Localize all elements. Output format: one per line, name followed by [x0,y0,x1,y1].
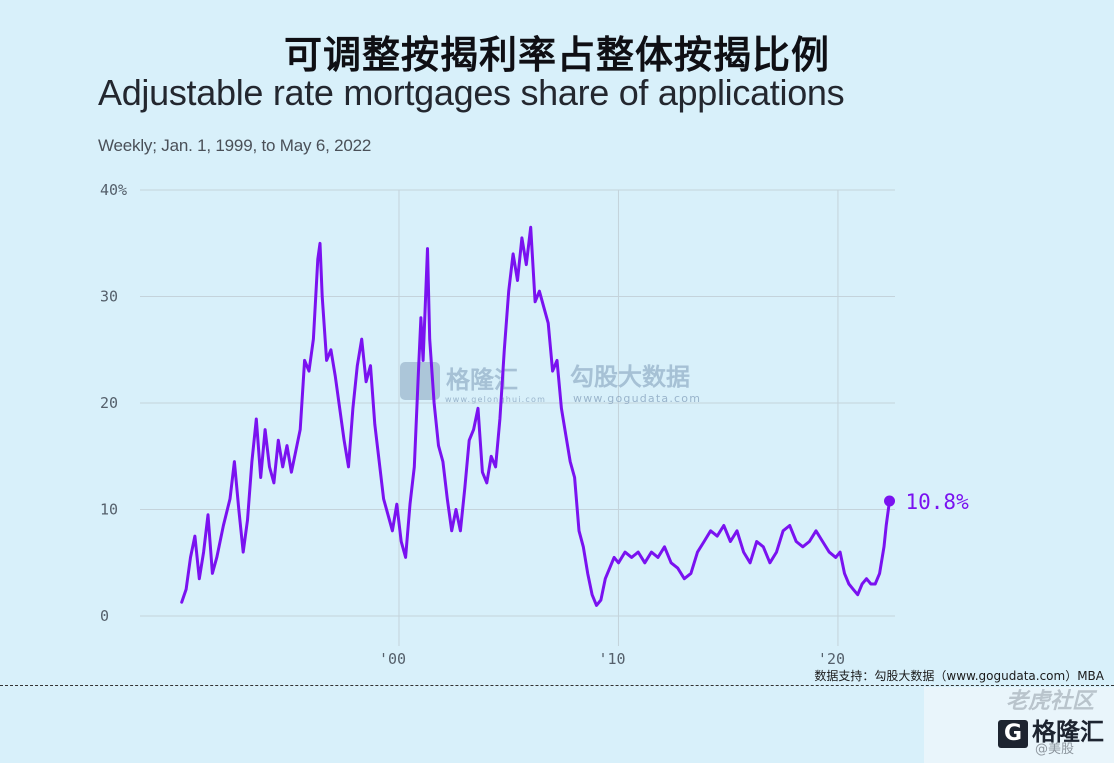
y-gridlines [140,189,895,617]
end-value-label: 10.8% [906,490,970,514]
x-tick-label: '00 [379,650,406,668]
x-gridlines [398,190,839,646]
watermark-name: 格隆汇 [446,366,518,394]
x-tick-label: '10 [598,650,625,668]
y-tick-label: 10 [100,501,118,519]
watermark-name-2: 勾股大数据 [570,363,690,391]
end-point-marker [884,495,896,507]
watermark-logo-icon [400,362,440,400]
series-line [180,225,891,607]
author-handle: @美股 [1034,742,1074,757]
y-tick-label: 40% [100,181,127,199]
community-watermark: 老虎社区 [1005,689,1094,714]
x-tick-label: '20 [818,650,845,668]
brand-logo-text: 格隆汇 [1032,718,1104,746]
chart-title: Adjustable rate mortgages share of appli… [98,72,845,113]
divider [0,685,1114,686]
watermark: 格隆汇 www.gelonghui.com 勾股大数据 www.gogudata… [400,362,701,405]
source-note: 数据支持：勾股大数据（www.gogudata.com）MBA [814,669,1104,683]
x-axis-labels: '00 '10 '20 [379,650,845,668]
y-tick-label: 20 [100,394,118,412]
y-tick-label: 0 [100,607,109,625]
chart-area: 0 10 20 30 40% '00 '10 '20 格隆汇 www.gelonghui.c… [100,181,970,668]
y-axis-labels: 0 10 20 30 40% [100,181,127,625]
chart-title-cn: 可调整按揭利率占整体按揭比例 [283,33,830,77]
watermark-url-2: www.gogudata.com [573,392,701,405]
chart-subtitle: Weekly; Jan. 1, 1999, to May 6, 2022 [98,136,372,155]
watermark-url-1: www.gelonghui.com [445,395,546,404]
brand-logo-icon: G [998,720,1028,748]
y-tick-label: 30 [100,288,118,306]
brand-logo: G 格隆汇 [998,712,1104,748]
